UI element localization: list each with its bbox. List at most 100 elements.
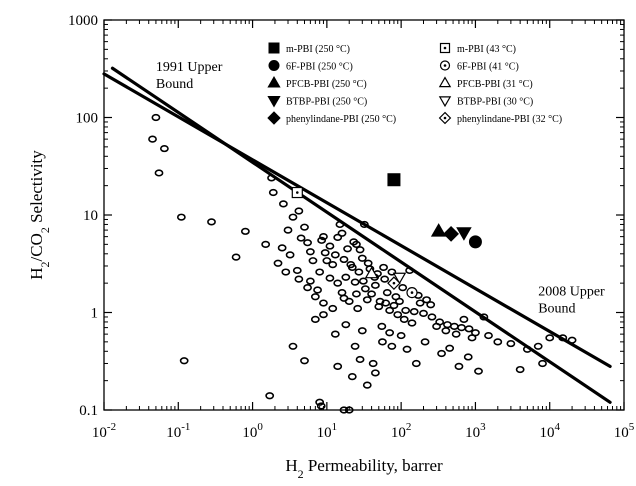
literature-data-point <box>343 245 352 253</box>
legend-item: PFCB-PBI (250 °C) <box>267 75 367 90</box>
literature-data-point <box>281 268 291 276</box>
literature-data-point <box>538 359 547 368</box>
literature-data-point <box>319 233 328 241</box>
x-tick-label: 10-1 <box>166 421 190 441</box>
literature-data-point <box>441 327 451 335</box>
literature-data-point <box>396 331 406 340</box>
series-marker <box>392 272 407 285</box>
literature-data-point <box>402 345 412 353</box>
literature-data-point <box>151 113 161 122</box>
literature-data-point <box>355 246 365 254</box>
annotation-text: Bound <box>538 301 575 316</box>
literature-data-point <box>341 273 351 281</box>
literature-data-point <box>288 342 298 350</box>
literature-data-point <box>333 362 343 371</box>
literature-data-point <box>294 207 304 215</box>
literature-data-point <box>454 362 464 371</box>
y-tick-label: 1 <box>91 306 99 322</box>
literature-data-point <box>273 259 283 267</box>
legend-label: phenylindane-PBI (32 °C) <box>457 114 562 125</box>
literature-data-point <box>315 268 325 276</box>
legend-item: phenylindane-PBI (32 °C) <box>438 111 562 125</box>
literature-data-point <box>419 309 428 317</box>
literature-data-point <box>277 244 287 252</box>
legend-item: BTBP-PBI (30 °C) <box>438 96 533 108</box>
literature-data-point <box>305 277 315 285</box>
literature-data-point <box>349 238 359 246</box>
literature-data-point <box>357 327 367 335</box>
x-tick-label: 104 <box>539 421 560 441</box>
literature-data-point <box>385 329 395 337</box>
x-axis-title: H2 Permeability, barrer <box>285 456 443 481</box>
series-marker <box>456 227 472 241</box>
legend-item: m-PBI (43 °C) <box>439 42 516 55</box>
literature-data-point <box>303 284 312 292</box>
literature-data-point <box>231 253 241 261</box>
literature-data-point <box>387 342 397 350</box>
literature-data-point <box>533 342 543 350</box>
legend-item: m-PBI (250 °C) <box>268 42 350 55</box>
literature-data-point <box>398 284 408 292</box>
literature-data-point <box>278 200 288 208</box>
legend-item: BTBP-PBI (250 °C) <box>267 96 367 108</box>
literature-data-point <box>179 357 189 365</box>
literature-data-point <box>463 353 473 361</box>
literature-data-point <box>333 233 343 241</box>
literature-data-point <box>355 355 365 364</box>
literature-data-point <box>426 301 436 309</box>
literature-data-point <box>265 392 275 400</box>
legend-label: 6F-PBI (250 °C) <box>286 62 353 73</box>
series-marker <box>430 223 447 237</box>
literature-data-point <box>333 279 343 287</box>
literature-data-point <box>315 398 325 406</box>
series-marker <box>267 75 281 88</box>
literature-data-point <box>459 315 469 323</box>
legend-label: PFCB-PBI (31 °C) <box>457 79 533 90</box>
annotation-text: 2008 Upper <box>538 284 605 299</box>
literature-data-point <box>427 313 437 321</box>
series-marker <box>268 60 280 71</box>
series-markers <box>291 173 482 299</box>
literature-data-point <box>362 381 372 389</box>
x-tick-label: 100 <box>242 421 263 441</box>
literature-data-point <box>319 299 328 307</box>
literature-data-point <box>154 169 164 177</box>
literature-data-point <box>240 227 250 235</box>
literature-data-point <box>313 286 322 294</box>
x-tick-label: 101 <box>317 421 338 441</box>
literature-data-point <box>474 367 483 375</box>
literature-data-point <box>451 330 461 338</box>
upper-bound-lines <box>102 66 612 404</box>
literature-data-point <box>294 275 304 283</box>
literature-data-point <box>341 321 351 329</box>
legend-item: 6F-PBI (250 °C) <box>268 60 353 73</box>
literature-data-point <box>357 254 367 262</box>
series-marker <box>468 235 482 249</box>
literature-data-point <box>330 330 340 338</box>
literature-data-point <box>316 402 326 410</box>
literature-data-point <box>354 268 364 276</box>
literature-data-point <box>337 288 347 297</box>
legend-label: m-PBI (250 °C) <box>286 44 350 55</box>
y-tick-label: 0.1 <box>79 403 98 419</box>
literature-data-point <box>347 373 357 381</box>
series-marker <box>387 173 401 187</box>
literature-data-point <box>484 331 493 340</box>
literature-data-point <box>422 296 431 304</box>
y-tick-label: 10 <box>83 208 98 224</box>
literature-data-point <box>353 304 363 313</box>
axis-titles: H2 Permeability, barrer H2/CO2 Selectivit… <box>27 150 443 481</box>
literature-data-point <box>393 311 403 319</box>
x-tick-label: 10-2 <box>92 421 116 441</box>
series-marker <box>267 96 281 108</box>
literature-data-point <box>300 357 309 365</box>
upper-bound-line <box>110 66 612 404</box>
series-marker-dot <box>410 291 414 294</box>
literature-data-point <box>322 257 332 265</box>
literature-data-point <box>325 274 335 282</box>
literature-data-point <box>176 213 186 221</box>
literature-data-point <box>317 236 327 244</box>
literature-data-point <box>464 325 474 333</box>
literature-data-point <box>370 369 380 377</box>
